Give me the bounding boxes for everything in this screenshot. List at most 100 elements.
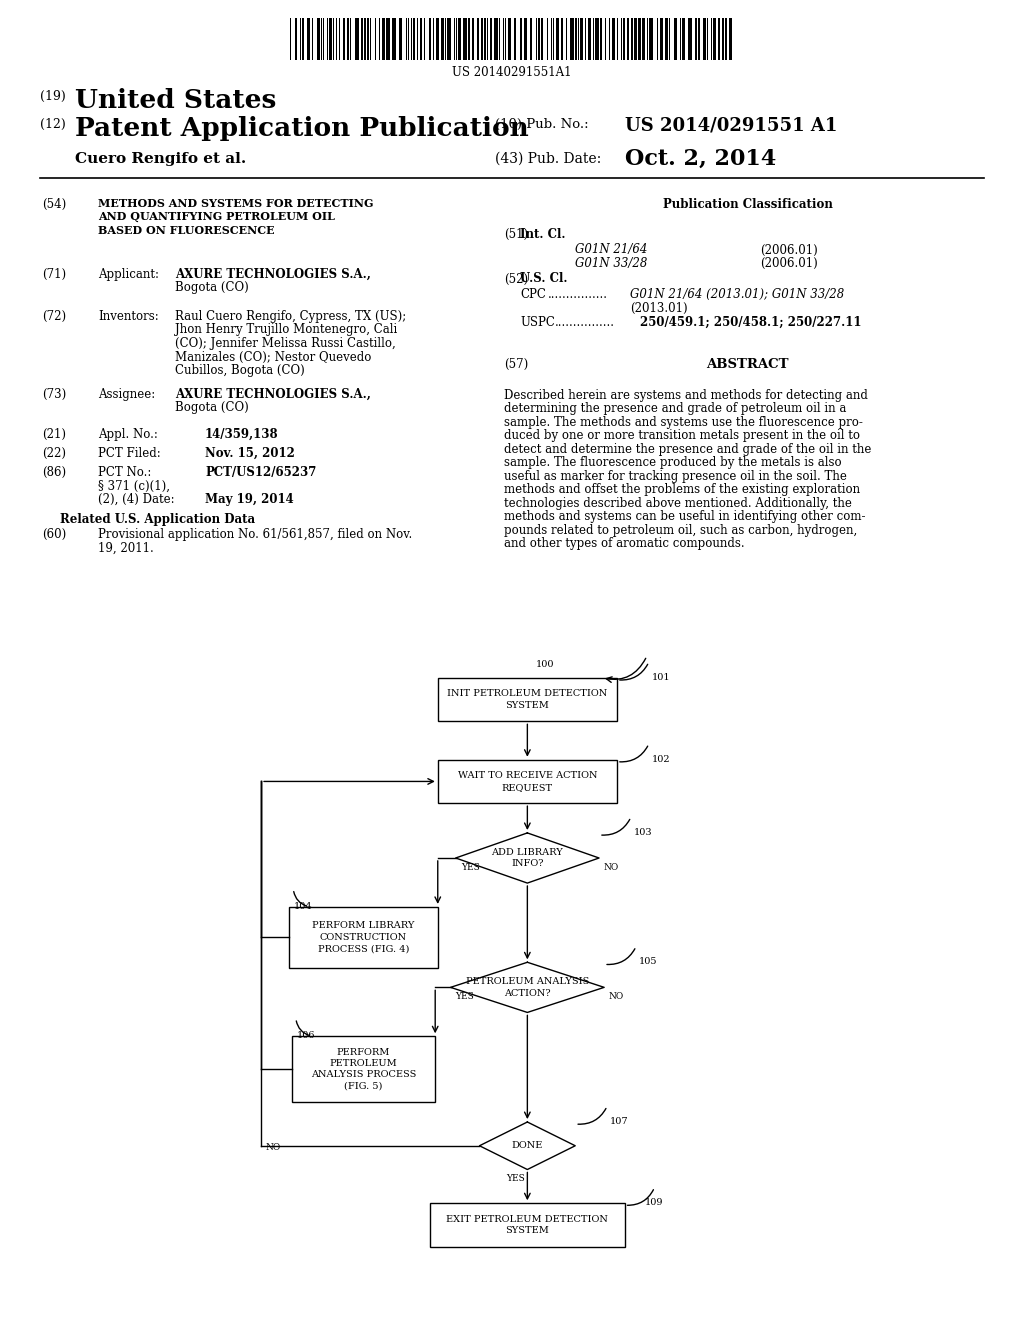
Bar (581, 18, 583, 59)
Bar (327, 18, 328, 59)
Text: Int. Cl.: Int. Cl. (520, 228, 565, 242)
Text: Inventors:: Inventors: (98, 310, 159, 323)
Bar (433, 18, 434, 59)
Text: and other types of aromatic compounds.: and other types of aromatic compounds. (504, 537, 744, 550)
Bar (417, 18, 418, 59)
Bar (508, 18, 511, 59)
Bar (680, 18, 681, 59)
Bar (295, 18, 297, 59)
Text: Bogota (CO): Bogota (CO) (175, 401, 249, 414)
Bar (612, 18, 614, 59)
Bar (413, 18, 416, 59)
Text: (CO); Jennifer Melissa Russi Castillo,: (CO); Jennifer Melissa Russi Castillo, (175, 337, 395, 350)
Bar (694, 18, 697, 59)
Bar (447, 18, 452, 59)
Text: INIT PETROLEUM DETECTION
SYSTEM: INIT PETROLEUM DETECTION SYSTEM (447, 689, 607, 710)
Bar (536, 18, 538, 59)
Bar (529, 18, 532, 59)
Bar (486, 18, 488, 59)
Bar (430, 1204, 625, 1246)
Text: (51): (51) (504, 228, 528, 242)
Text: PCT No.:: PCT No.: (98, 466, 152, 479)
Text: Patent Application Publication: Patent Application Publication (75, 116, 528, 141)
Text: sample. The methods and systems use the fluorescence pro-: sample. The methods and systems use the … (504, 416, 863, 429)
Text: 14/359,138: 14/359,138 (205, 428, 279, 441)
Bar (585, 18, 587, 59)
Bar (302, 18, 303, 59)
Text: 102: 102 (652, 755, 671, 764)
Bar (375, 18, 376, 59)
Bar (343, 18, 345, 59)
Text: ................: ................ (555, 315, 615, 329)
Text: BASED ON FLUORESCENCE: BASED ON FLUORESCENCE (98, 224, 274, 236)
Bar (595, 18, 599, 59)
Bar (499, 18, 501, 59)
Text: 250/459.1; 250/458.1; 250/227.11: 250/459.1; 250/458.1; 250/227.11 (640, 315, 861, 329)
Text: Jhon Henry Trujillo Montenegro, Cali: Jhon Henry Trujillo Montenegro, Cali (175, 323, 397, 337)
Text: (21): (21) (42, 428, 66, 441)
Text: Cuero Rengifo et al.: Cuero Rengifo et al. (75, 152, 246, 166)
Bar (468, 18, 470, 59)
Text: YES: YES (506, 1173, 524, 1183)
Text: EXIT PETROLEUM DETECTION
SYSTEM: EXIT PETROLEUM DETECTION SYSTEM (446, 1214, 608, 1236)
Text: (2), (4) Date:: (2), (4) Date: (98, 492, 175, 506)
Bar (324, 18, 325, 59)
Bar (411, 18, 412, 59)
Text: Described herein are systems and methods for detecting and: Described herein are systems and methods… (504, 389, 868, 401)
Text: Nov. 15, 2012: Nov. 15, 2012 (205, 447, 295, 459)
Bar (688, 18, 692, 59)
Bar (399, 18, 402, 59)
Bar (336, 18, 337, 59)
Bar (608, 18, 609, 59)
Bar (660, 18, 663, 59)
Bar (556, 18, 559, 59)
Bar (429, 18, 431, 59)
Bar (480, 18, 483, 59)
Text: (19): (19) (40, 90, 66, 103)
Bar (317, 18, 319, 59)
Bar (635, 18, 637, 59)
Text: Raul Cuero Rengifo, Cypress, TX (US);: Raul Cuero Rengifo, Cypress, TX (US); (175, 310, 407, 323)
Text: Publication Classification: Publication Classification (663, 198, 833, 211)
Text: § 371 (c)(1),: § 371 (c)(1), (98, 479, 170, 492)
Bar (355, 18, 358, 59)
Text: 105: 105 (639, 957, 657, 966)
Bar (484, 18, 485, 59)
Text: AXURE TECHNOLOGIES S.A.,: AXURE TECHNOLOGIES S.A., (175, 388, 371, 401)
Text: US 20140291551A1: US 20140291551A1 (453, 66, 571, 79)
Bar (292, 1036, 435, 1102)
Bar (379, 18, 380, 59)
Text: 100: 100 (536, 660, 554, 669)
Text: determining the presence and grade of petroleum oil in a: determining the presence and grade of pe… (504, 403, 847, 416)
Text: 101: 101 (652, 673, 671, 682)
Text: U.S. Cl.: U.S. Cl. (520, 272, 567, 285)
Text: 109: 109 (645, 1199, 664, 1208)
Text: Applicant:: Applicant: (98, 268, 159, 281)
Bar (289, 907, 438, 968)
Text: Oct. 2, 2014: Oct. 2, 2014 (625, 148, 776, 170)
Bar (330, 18, 332, 59)
Text: NO: NO (265, 1143, 281, 1152)
Text: USPC: USPC (520, 315, 555, 329)
Text: PERFORM LIBRARY
CONSTRUCTION
PROCESS (FIG. 4): PERFORM LIBRARY CONSTRUCTION PROCESS (FI… (312, 921, 415, 953)
Text: (12): (12) (40, 117, 66, 131)
Bar (698, 18, 699, 59)
Bar (551, 18, 552, 59)
Bar (649, 18, 653, 59)
Text: Provisional application No. 61/561,857, filed on Nov.: Provisional application No. 61/561,857, … (98, 528, 413, 541)
Text: YES: YES (456, 993, 474, 1002)
Bar (312, 18, 313, 59)
Bar (406, 18, 407, 59)
Text: methods and systems can be useful in identifying other com-: methods and systems can be useful in ide… (504, 511, 865, 523)
Bar (718, 18, 721, 59)
Text: Related U.S. Application Data: Related U.S. Application Data (60, 512, 256, 525)
Text: pounds related to petroleum oil, such as carbon, hydrogen,: pounds related to petroleum oil, such as… (504, 524, 857, 537)
Text: sample. The fluorescence produced by the metals is also: sample. The fluorescence produced by the… (504, 457, 842, 469)
Bar (445, 18, 446, 59)
Text: (72): (72) (42, 310, 67, 323)
Bar (666, 18, 668, 59)
Text: NO: NO (608, 993, 624, 1002)
Bar (350, 18, 351, 59)
Bar (722, 18, 724, 59)
Bar (647, 18, 648, 59)
